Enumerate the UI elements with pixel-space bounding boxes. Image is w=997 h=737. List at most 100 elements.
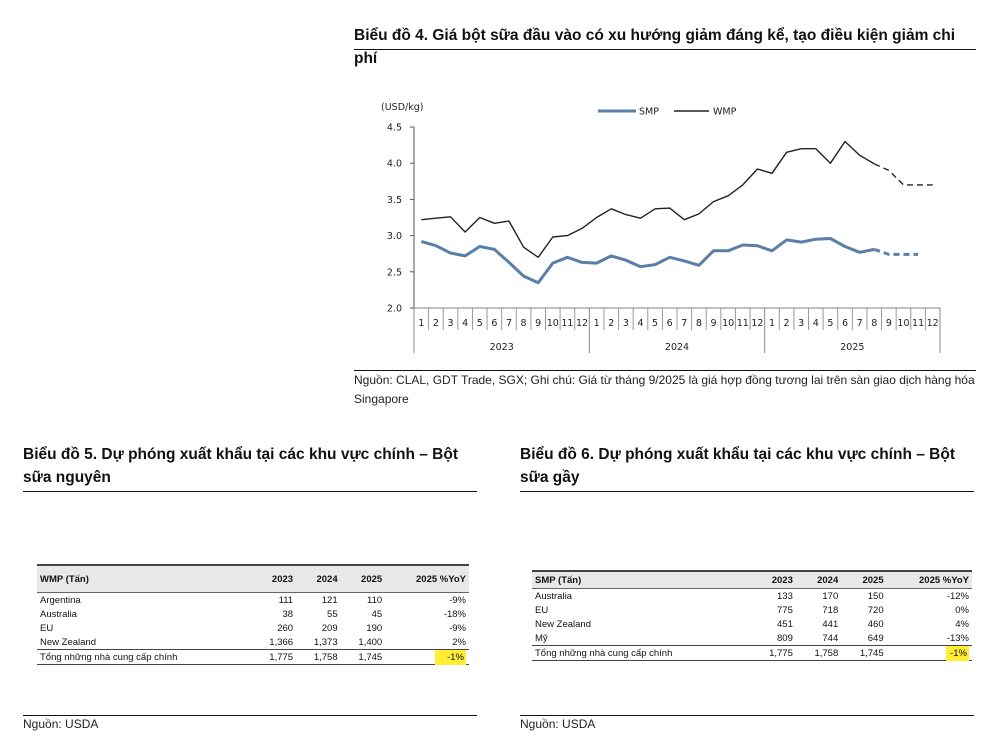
x-tick-label: 2 <box>608 318 614 329</box>
table-header-row: SMP (Tấn) 2023 2024 2025 2025 %YoY <box>532 571 972 589</box>
cell: 1,758 <box>814 647 839 659</box>
header-cell: WMP (Tấn) <box>40 573 89 585</box>
x-tick-label: 11 <box>737 318 749 329</box>
cell: -18% <box>443 608 466 620</box>
legend-label-wmp: WMP <box>713 107 737 118</box>
cell: EU <box>535 604 549 616</box>
cell: 720 <box>867 604 884 616</box>
cell: 1,745 <box>358 651 383 663</box>
cell: New Zealand <box>40 636 96 648</box>
cell: 110 <box>367 594 383 606</box>
x-tick-label: 5 <box>827 318 833 329</box>
cell: Australia <box>40 608 77 620</box>
header-cell: 2024 <box>316 573 338 585</box>
x-tick-label: 2 <box>784 318 790 329</box>
y-tick-label: 4.5 <box>387 123 402 134</box>
x-tick-label: 6 <box>491 318 497 329</box>
cell: 55 <box>327 608 338 620</box>
highlight-yoy: -1% <box>435 649 466 665</box>
year-label: 2024 <box>665 342 689 353</box>
highlighted-cell: -1% <box>887 645 972 661</box>
x-tick-label: 4 <box>813 318 819 329</box>
cell: -12% <box>946 590 969 602</box>
highlighted-cell: -1% <box>385 649 469 665</box>
cell: 260 <box>277 622 294 634</box>
chart4-plot: (USD/kg)2.02.53.03.54.04.51 2 3 4 5 6 7 8 9 10 11 1… <box>381 102 941 353</box>
header-cell: 2023 <box>271 573 294 585</box>
x-tick-label: 1 <box>769 318 775 329</box>
cell: 775 <box>777 604 793 616</box>
x-tick-label: 11 <box>561 318 573 329</box>
cell: 744 <box>822 632 839 644</box>
x-tick-label: 6 <box>842 318 848 329</box>
header-cell: 2025 <box>862 574 884 586</box>
cell: 1,373 <box>313 636 338 648</box>
table-total-row: Tổng những nhà cung cấp chính 1,775 1,75… <box>532 645 972 661</box>
x-tick-label: 12 <box>576 318 588 329</box>
table-row: Australia 133 170 150 -12% <box>532 589 972 604</box>
x-tick-label: 7 <box>681 318 687 329</box>
series-line-wmp <box>421 140 875 259</box>
cell: 2% <box>452 636 466 648</box>
cell: 38 <box>282 608 294 620</box>
cell: 809 <box>777 632 793 644</box>
chart4-title: Biểu đồ 4. Giá bột sữa đầu vào có xu hướ… <box>354 27 956 67</box>
year-label: 2023 <box>490 342 514 353</box>
x-tick-label: 5 <box>477 318 483 329</box>
chart6-title: Biểu đồ 6. Dự phóng xuất khẩu tại các kh… <box>520 446 955 486</box>
y-axis-label: (USD/kg) <box>381 102 423 113</box>
x-tick-label: 12 <box>927 318 939 329</box>
y-tick-label: 2.0 <box>387 304 402 315</box>
x-tick-label: 8 <box>696 318 702 329</box>
table-total-row: Tổng những nhà cung cấp chính 1,775 1,75… <box>37 649 469 665</box>
x-tick-label: 3 <box>798 318 804 329</box>
header-cell: SMP (Tấn) <box>535 574 582 586</box>
cell: 1,745 <box>859 647 884 659</box>
cell: Mỹ <box>535 632 548 644</box>
chart4-note-rule <box>354 370 976 371</box>
table-row: Mỹ 809 744 649 -13% <box>532 631 972 646</box>
legend-label-smp: SMP <box>639 107 659 118</box>
highlight-yoy: -1% <box>946 645 969 661</box>
series-line-smp <box>420 237 875 285</box>
cell: 718 <box>822 604 839 616</box>
table-row: New Zealand 451 441 460 4% <box>532 617 972 631</box>
chart5-title: Biểu đồ 5. Dự phóng xuất khẩu tại các kh… <box>23 446 458 486</box>
cell: 170 <box>822 590 839 602</box>
chart5-table: WMP (Tấn) 2023 2024 2025 2025 %YoY Argen… <box>37 564 469 665</box>
cell: 45 <box>371 608 383 620</box>
cell: 441 <box>822 618 839 630</box>
cell: 649 <box>867 632 884 644</box>
cell: 190 <box>366 622 383 634</box>
chart5-source-rule <box>23 715 477 716</box>
x-tick-label: 6 <box>667 318 673 329</box>
x-tick-label: 7 <box>506 318 512 329</box>
table-row: EU 775 718 720 0% <box>532 603 972 617</box>
cell: 150 <box>867 590 884 602</box>
header-cell: 2023 <box>771 574 793 586</box>
cell: -9% <box>449 622 466 634</box>
y-tick-label: 4.0 <box>387 159 402 170</box>
cell: 121 <box>321 594 338 606</box>
x-tick-label: 3 <box>448 318 454 329</box>
chart4-note: Nguồn: CLAL, GDT Trade, SGX; Ghi chú: Gi… <box>354 373 975 406</box>
cell: New Zealand <box>535 618 591 630</box>
x-tick-label: 8 <box>521 318 527 329</box>
x-tick-label: 5 <box>652 318 658 329</box>
header-cell: 2025 <box>361 573 383 585</box>
x-tick-label: 1 <box>418 318 424 329</box>
y-tick-label: 2.5 <box>387 267 402 278</box>
table-row: EU 260 209 190 -9% <box>37 621 469 635</box>
cell: Australia <box>535 590 572 602</box>
cell: 1,775 <box>269 651 294 663</box>
cell: -9% <box>449 594 466 606</box>
table-row: New Zealand 1,366 1,373 1,400 2% <box>37 635 469 650</box>
x-tick-label: 7 <box>857 318 863 329</box>
series-forecast-wmp <box>874 163 933 186</box>
x-tick-label: 10 <box>547 318 559 329</box>
x-tick-label: 3 <box>623 318 629 329</box>
header-cell: 2024 <box>817 574 839 586</box>
cell: 133 <box>777 590 793 602</box>
cell: 0% <box>955 604 969 616</box>
year-label: 2025 <box>840 342 864 353</box>
